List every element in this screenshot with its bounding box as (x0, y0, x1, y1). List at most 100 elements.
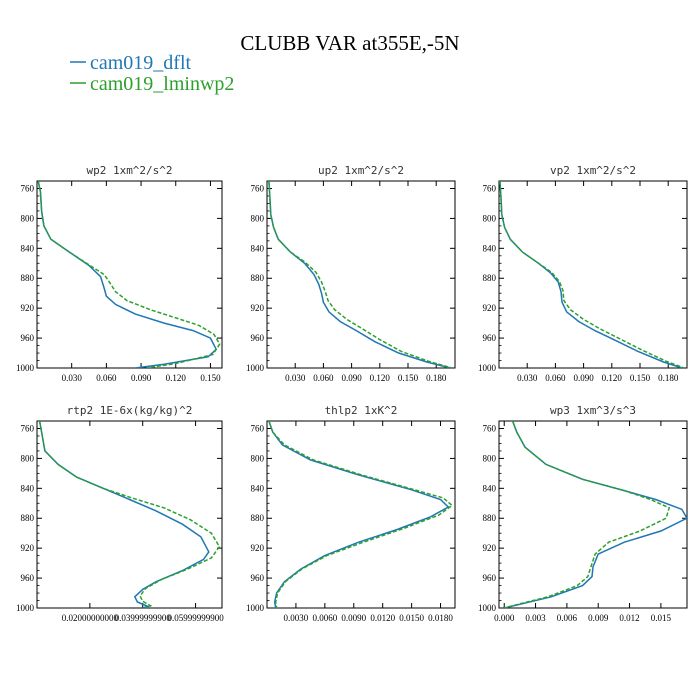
y-tick-label: 760 (21, 423, 35, 433)
y-tick-label: 920 (21, 303, 35, 313)
y-tick-label: 880 (21, 513, 35, 523)
y-tick-label: 840 (483, 483, 497, 493)
y-tick-label: 960 (21, 573, 35, 583)
series-line-cam019_dflt (268, 181, 451, 368)
series-line-cam019_lminwp2 (268, 181, 453, 368)
y-tick-label: 800 (21, 213, 35, 223)
panel-5: wp3 1xm^3/s^3 760 800 840 880 920 960 10000.000… (478, 404, 688, 623)
panel-0: wp2 1xm^2/s^2 760 800 840 880 920 960 1000 0.030… (16, 164, 223, 383)
plot-frame (36, 180, 223, 369)
series-line-cam019_dflt (268, 421, 450, 608)
y-tick-label: 960 (251, 573, 265, 583)
x-tick-label: 0.000 (494, 613, 515, 623)
x-tick-label: 0.180 (658, 373, 679, 383)
y-tick-label: 800 (251, 453, 265, 463)
x-tick-label: 0.150 (398, 373, 419, 383)
y-tick-label: 840 (21, 243, 35, 253)
series-line-cam019_lminwp2 (38, 421, 221, 608)
x-tick-label: 0.0060 (312, 613, 337, 623)
panel-title: thlp2 1xK^2 (325, 404, 398, 417)
y-tick-label: 840 (251, 243, 265, 253)
y-tick-label: 800 (251, 213, 265, 223)
x-tick-label: 0.0030 (284, 613, 309, 623)
y-tick-label: 1000 (16, 363, 35, 373)
plot-frame (498, 180, 688, 369)
y-tick-label: 920 (251, 543, 265, 553)
x-tick-label: 0.030 (62, 373, 83, 383)
x-tick-label: 0.060 (313, 373, 334, 383)
figure-title: CLUBB VAR at355E,-5N (240, 31, 459, 55)
series-line-cam019_lminwp2 (37, 181, 221, 368)
x-tick-label: 0.03999999900 (115, 613, 172, 623)
series-line-cam019_lminwp2 (504, 421, 671, 608)
series-line-cam019_dflt (499, 181, 683, 368)
y-tick-label: 800 (483, 453, 497, 463)
x-tick-label: 0.02000000000 (62, 613, 119, 623)
y-tick-label: 760 (483, 183, 497, 193)
panel-title: wp2 1xm^2/s^2 (86, 164, 172, 177)
y-tick-label: 1000 (16, 603, 35, 613)
y-tick-label: 840 (21, 483, 35, 493)
x-tick-label: 0.180 (426, 373, 447, 383)
plot-frame (36, 420, 223, 609)
y-tick-label: 880 (483, 513, 497, 523)
y-tick-label: 1000 (246, 363, 265, 373)
x-tick-label: 0.030 (285, 373, 306, 383)
y-tick-label: 760 (251, 423, 265, 433)
series-line-cam019_lminwp2 (268, 421, 454, 608)
x-tick-label: 0.0180 (428, 613, 453, 623)
series-line-cam019_lminwp2 (499, 181, 685, 368)
panel-1: up2 1xm^2/s^2 760 800 840 880 920 960 1000 0.030… (246, 164, 456, 383)
y-tick-label: 760 (483, 423, 497, 433)
y-tick-label: 880 (251, 513, 265, 523)
panel-title: vp2 1xm^2/s^2 (550, 164, 636, 177)
legend: cam019_dflt cam019_lminwp2 (70, 52, 234, 95)
x-tick-label: 0.0150 (399, 613, 424, 623)
plot-frame (498, 420, 688, 609)
y-tick-label: 920 (21, 543, 35, 553)
y-tick-label: 920 (483, 543, 497, 553)
x-tick-label: 0.060 (96, 373, 117, 383)
y-tick-label: 800 (21, 453, 35, 463)
y-tick-label: 960 (21, 333, 35, 343)
panel-3: rtp2 1E-6x(kg/kg)^2 760 800 840 880 920 960 100… (16, 404, 224, 623)
x-tick-label: 0.120 (602, 373, 623, 383)
legend-label-dflt: cam019_dflt (90, 52, 192, 74)
x-tick-label: 0.090 (573, 373, 594, 383)
y-tick-label: 920 (483, 303, 497, 313)
x-tick-label: 0.0090 (341, 613, 366, 623)
x-tick-label: 0.090 (131, 373, 152, 383)
y-tick-label: 960 (251, 333, 265, 343)
x-tick-label: 0.0120 (370, 613, 395, 623)
series-line-cam019_dflt (37, 181, 218, 368)
x-tick-label: 0.006 (557, 613, 578, 623)
y-tick-label: 800 (483, 213, 497, 223)
y-tick-label: 880 (251, 273, 265, 283)
y-tick-label: 880 (21, 273, 35, 283)
x-tick-label: 0.120 (166, 373, 187, 383)
y-tick-label: 1000 (246, 603, 265, 613)
legend-label-lminwp2: cam019_lminwp2 (90, 73, 234, 95)
x-tick-label: 0.090 (341, 373, 362, 383)
series-line-cam019_dflt (38, 421, 210, 608)
y-tick-label: 760 (21, 183, 35, 193)
x-tick-label: 0.150 (630, 373, 651, 383)
panel-2: vp2 1xm^2/s^2 760 800 840 880 920 960 1000 0.030… (478, 164, 688, 383)
plot-frame (266, 180, 456, 369)
panel-title: wp3 1xm^3/s^3 (550, 404, 636, 417)
y-tick-label: 840 (251, 483, 265, 493)
y-tick-label: 960 (483, 573, 497, 583)
x-tick-label: 0.05999999900 (167, 613, 224, 623)
y-tick-label: 880 (483, 273, 497, 283)
x-tick-label: 0.120 (370, 373, 391, 383)
y-tick-label: 960 (483, 333, 497, 343)
x-tick-label: 0.150 (200, 373, 221, 383)
y-tick-label: 760 (251, 183, 265, 193)
panels-grid: wp2 1xm^2/s^2 760 800 840 880 920 960 1000 0.030… (16, 164, 688, 623)
x-tick-label: 0.060 (545, 373, 566, 383)
x-tick-label: 0.015 (651, 613, 672, 623)
y-tick-label: 840 (483, 243, 497, 253)
panel-title: up2 1xm^2/s^2 (318, 164, 404, 177)
